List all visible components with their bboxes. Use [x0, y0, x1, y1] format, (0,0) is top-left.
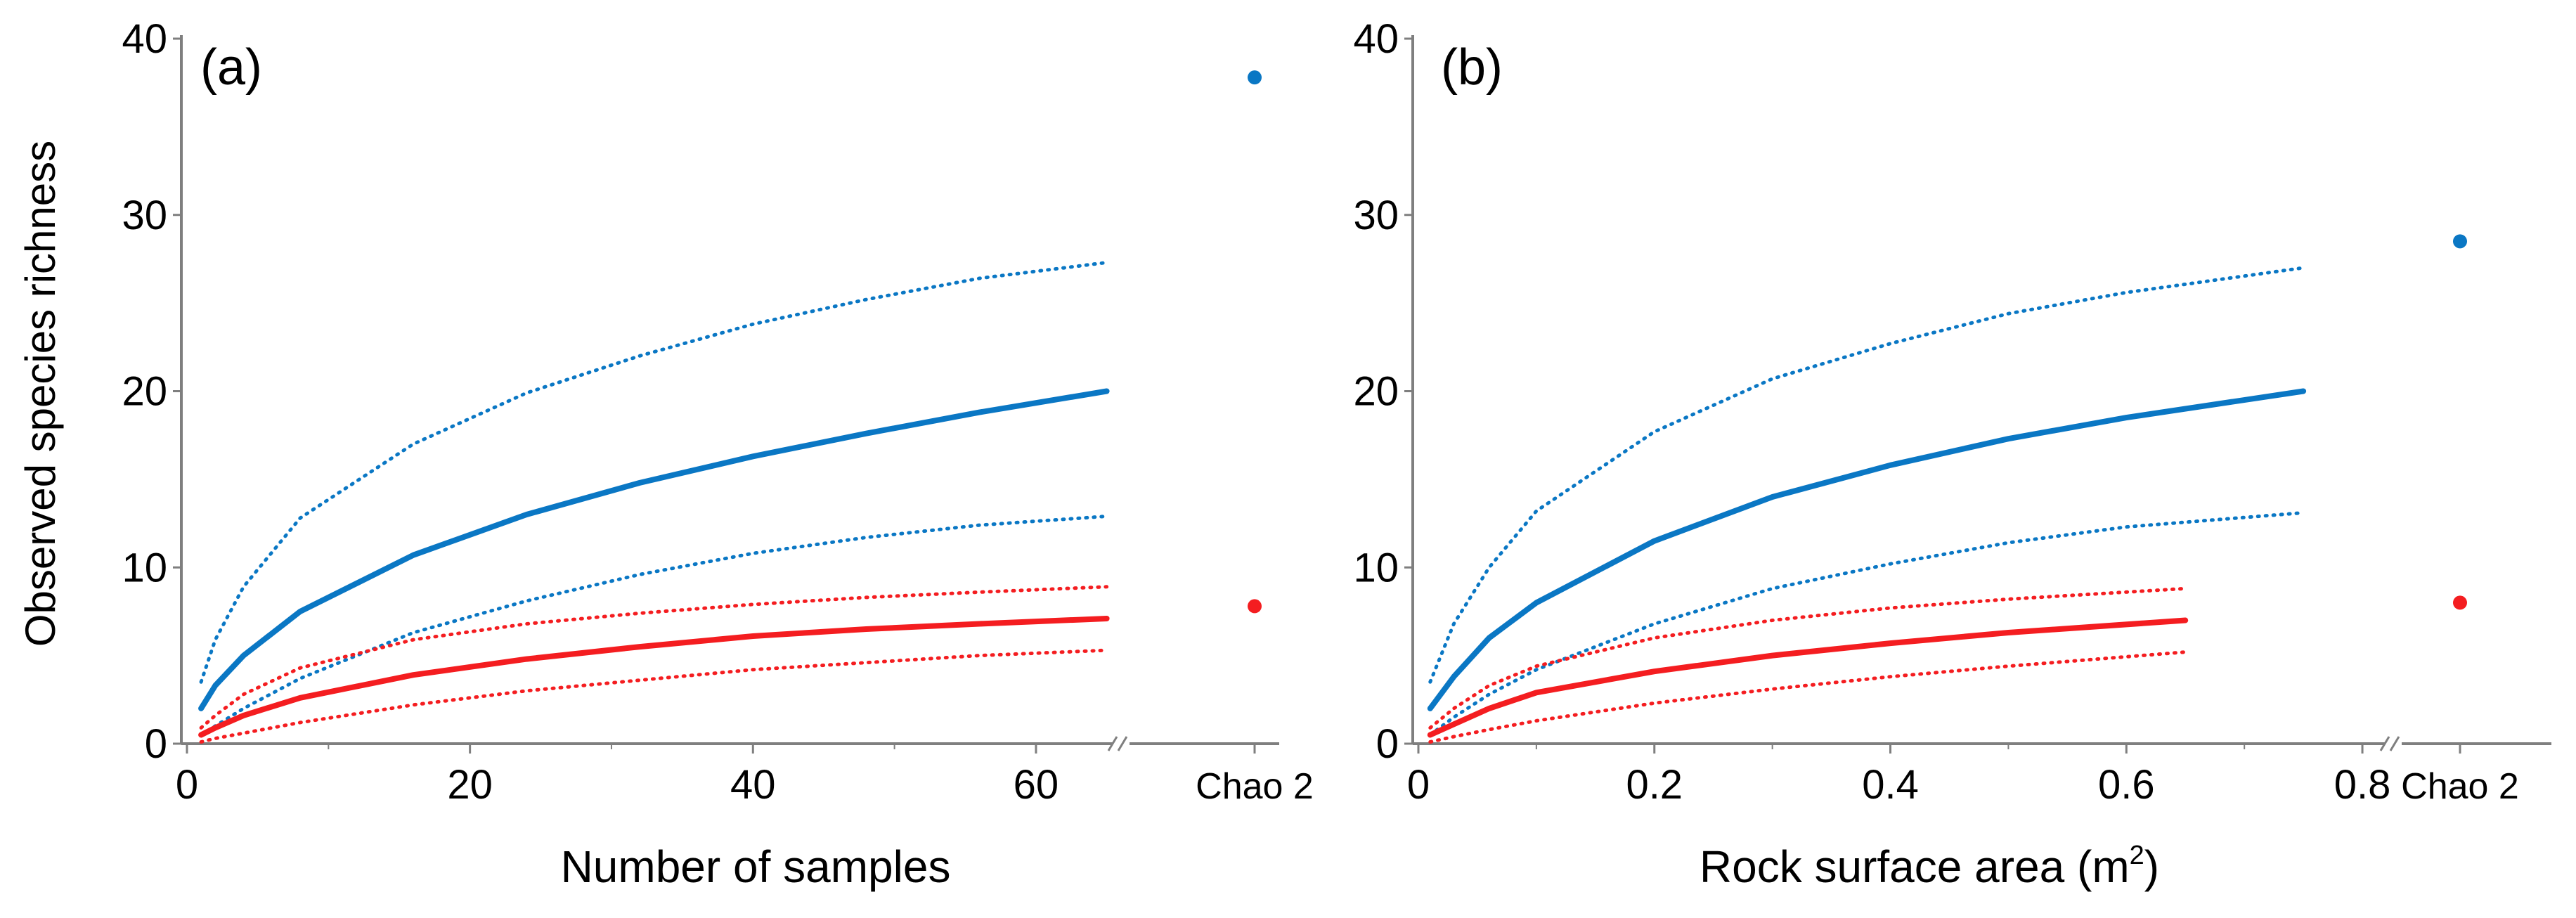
axis-break-mark [2379, 736, 2390, 751]
x-tick-label: 20 [447, 762, 493, 808]
chao2-point-blue [1248, 70, 1262, 85]
series-red-lower [199, 648, 1109, 744]
series-blue-lower [199, 515, 1109, 737]
series-blue-observed [1427, 388, 2307, 711]
x-axis-title-text: Rock surface area (m [1700, 841, 2130, 892]
chao2-tick-label: Chao 2 [2401, 766, 2519, 807]
axis-break-mark [1117, 736, 1128, 751]
y-tick-label: 30 [1353, 193, 1399, 238]
series-blue-observed [198, 388, 1110, 711]
series-blue-upper [1428, 266, 2305, 684]
y-tick-label: 40 [1353, 16, 1399, 62]
x-tick-label: 0.4 [1862, 762, 1919, 808]
series-red-observed [198, 616, 1110, 738]
x-axis-title-text: Number of samples [561, 841, 951, 892]
x-axis-title-superscript: 2 [2130, 841, 2144, 870]
series-blue-lower [1428, 511, 2305, 737]
x-tick-label: 0 [1407, 762, 1430, 808]
y-tick-label: 0 [1376, 721, 1399, 767]
x-axis-title: Number of samples [561, 841, 951, 892]
chao2-tick-label: Chao 2 [1196, 766, 1314, 807]
x-tick-label: 0.2 [1626, 762, 1683, 808]
chao2-point-blue [2453, 234, 2467, 249]
y-tick-label: 20 [1353, 369, 1399, 415]
series-red-lower [1428, 650, 2187, 744]
panel-label: (a) [200, 39, 262, 96]
axis-break-mark [2389, 736, 2400, 751]
axis-break-mark [1107, 736, 1118, 751]
y-tick-label: 10 [1353, 545, 1399, 590]
panel-b: 0 10 20 30 40 0 0.2 0.4 0.6 0.8 Chao 2 (b) Rock surf… [1353, 16, 2551, 892]
series-red-upper [199, 585, 1109, 730]
y-tick-label: 40 [122, 16, 167, 62]
chao2-point-red [2453, 595, 2467, 610]
panel-a: 0 10 20 30 40 0 20 40 60 Chao 2 (a) Number of sampl… [122, 16, 1313, 892]
y-tick-label: 0 [145, 721, 167, 767]
y-tick-label: 10 [122, 545, 167, 590]
y-tick-label: 30 [122, 193, 167, 238]
y-tick-label: 20 [122, 369, 167, 415]
x-tick-label: 0.6 [2098, 762, 2155, 808]
y-axis-title: Observed species richness [17, 141, 64, 647]
series-red-upper [1428, 586, 2187, 730]
x-axis-title-suffix: ) [2144, 841, 2159, 892]
x-tick-label: 60 [1014, 762, 1059, 808]
series-blue-upper [199, 261, 1109, 684]
series-red-observed [1427, 617, 2189, 738]
x-tick-label: 0.8 [2334, 762, 2391, 808]
x-tick-label: 40 [730, 762, 776, 808]
panel-label: (b) [1441, 39, 1503, 96]
x-tick-label: 0 [176, 762, 198, 808]
chao2-point-red [1248, 599, 1262, 614]
x-axis-title: Rock surface area (m2) [1700, 841, 2159, 892]
